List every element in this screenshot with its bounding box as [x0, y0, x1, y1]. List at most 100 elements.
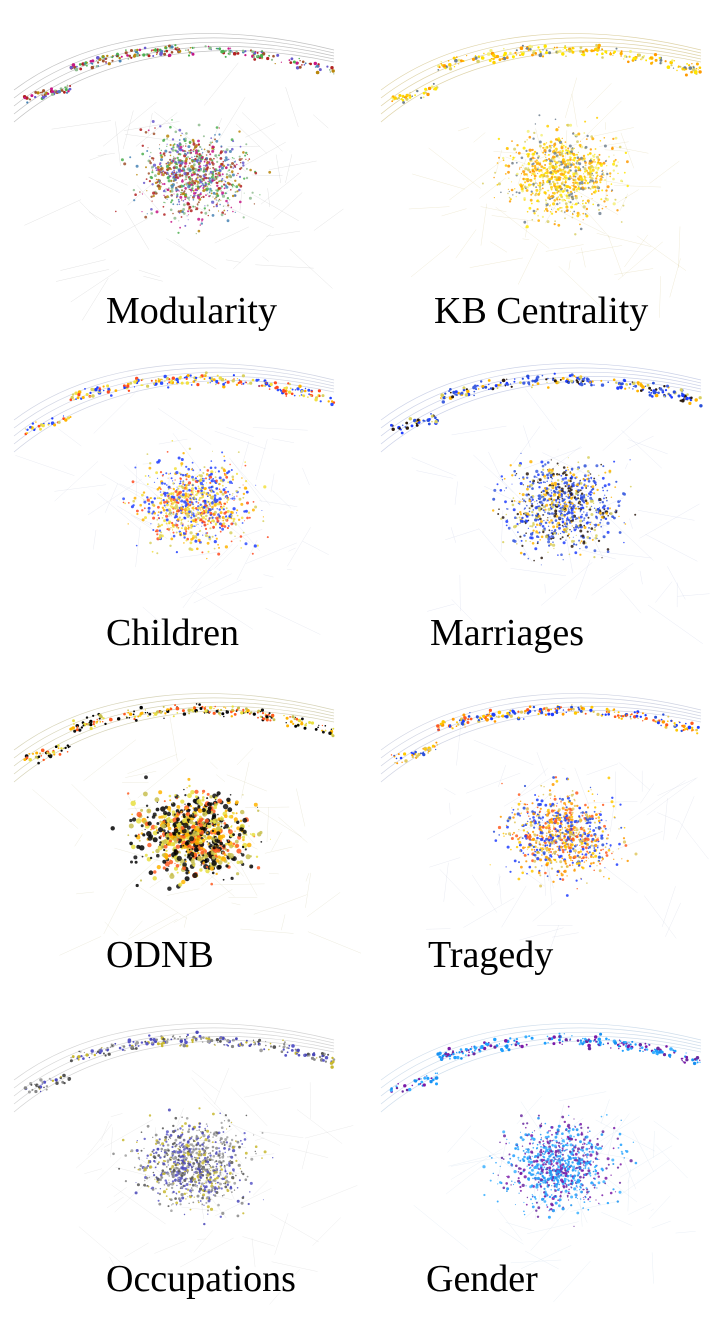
node: [558, 168, 562, 172]
node: [289, 61, 293, 64]
node: [570, 475, 574, 479]
node: [231, 157, 234, 159]
node: [546, 189, 549, 192]
node: [295, 61, 299, 65]
node: [549, 204, 552, 206]
node: [159, 125, 162, 128]
edge: [302, 541, 329, 555]
node: [73, 398, 75, 401]
edge: [614, 268, 654, 275]
node: [294, 389, 297, 391]
node: [158, 517, 161, 519]
node: [577, 177, 580, 180]
node: [141, 211, 143, 213]
node: [565, 185, 569, 189]
node: [62, 415, 65, 417]
node: [584, 170, 587, 173]
node: [157, 184, 161, 188]
node: [622, 58, 625, 60]
node: [537, 506, 541, 510]
node: [159, 471, 163, 474]
node: [567, 457, 569, 459]
node: [533, 131, 536, 135]
node: [195, 178, 198, 181]
node: [64, 88, 68, 92]
node: [155, 529, 159, 533]
node: [176, 518, 180, 521]
node: [584, 545, 588, 549]
node: [453, 66, 456, 68]
node: [518, 516, 521, 519]
node: [214, 154, 218, 158]
node: [145, 178, 148, 181]
node: [586, 470, 590, 473]
node: [196, 547, 199, 551]
node: [461, 59, 464, 63]
node: [538, 140, 542, 144]
node: [242, 492, 246, 496]
node: [224, 55, 227, 58]
edge: [412, 173, 466, 190]
node: [600, 519, 602, 521]
node: [185, 150, 187, 152]
node: [582, 478, 585, 481]
node: [537, 479, 538, 481]
node: [541, 173, 544, 177]
edge: [267, 188, 271, 207]
node: [222, 508, 225, 511]
node: [180, 458, 184, 461]
node: [143, 507, 146, 510]
edge: [287, 527, 311, 567]
node: [208, 502, 210, 504]
node: [201, 522, 203, 524]
node: [577, 187, 580, 190]
node: [427, 422, 431, 426]
node: [569, 516, 572, 520]
edge: [624, 234, 648, 268]
node: [518, 463, 522, 467]
node: [623, 522, 625, 524]
edge: [208, 118, 222, 151]
node: [174, 508, 177, 510]
node: [566, 523, 568, 526]
node: [130, 505, 134, 509]
node: [532, 209, 536, 213]
node: [185, 513, 187, 515]
node: [179, 162, 182, 165]
node: [199, 224, 201, 226]
node: [571, 502, 574, 505]
node: [587, 480, 591, 483]
node: [196, 153, 199, 155]
node: [252, 56, 256, 59]
node: [202, 477, 204, 480]
node: [549, 543, 553, 546]
node: [534, 193, 537, 197]
node: [220, 50, 224, 54]
node: [587, 171, 590, 174]
node: [115, 54, 117, 56]
node: [528, 50, 530, 52]
node: [612, 378, 616, 382]
node: [569, 123, 573, 127]
node: [163, 170, 165, 172]
node: [202, 167, 206, 170]
node: [176, 486, 178, 488]
node: [174, 165, 176, 167]
node: [651, 61, 654, 64]
node: [513, 525, 517, 529]
node: [224, 49, 227, 52]
node: [194, 525, 196, 527]
node: [589, 179, 592, 182]
node: [539, 188, 542, 191]
node: [191, 187, 194, 190]
node: [172, 203, 175, 206]
node: [592, 182, 595, 185]
node: [538, 162, 542, 166]
node: [566, 466, 569, 469]
node: [193, 147, 196, 149]
node: [133, 199, 136, 202]
node: [599, 502, 601, 504]
node: [136, 509, 139, 513]
node: [548, 157, 551, 161]
node: [296, 387, 300, 391]
